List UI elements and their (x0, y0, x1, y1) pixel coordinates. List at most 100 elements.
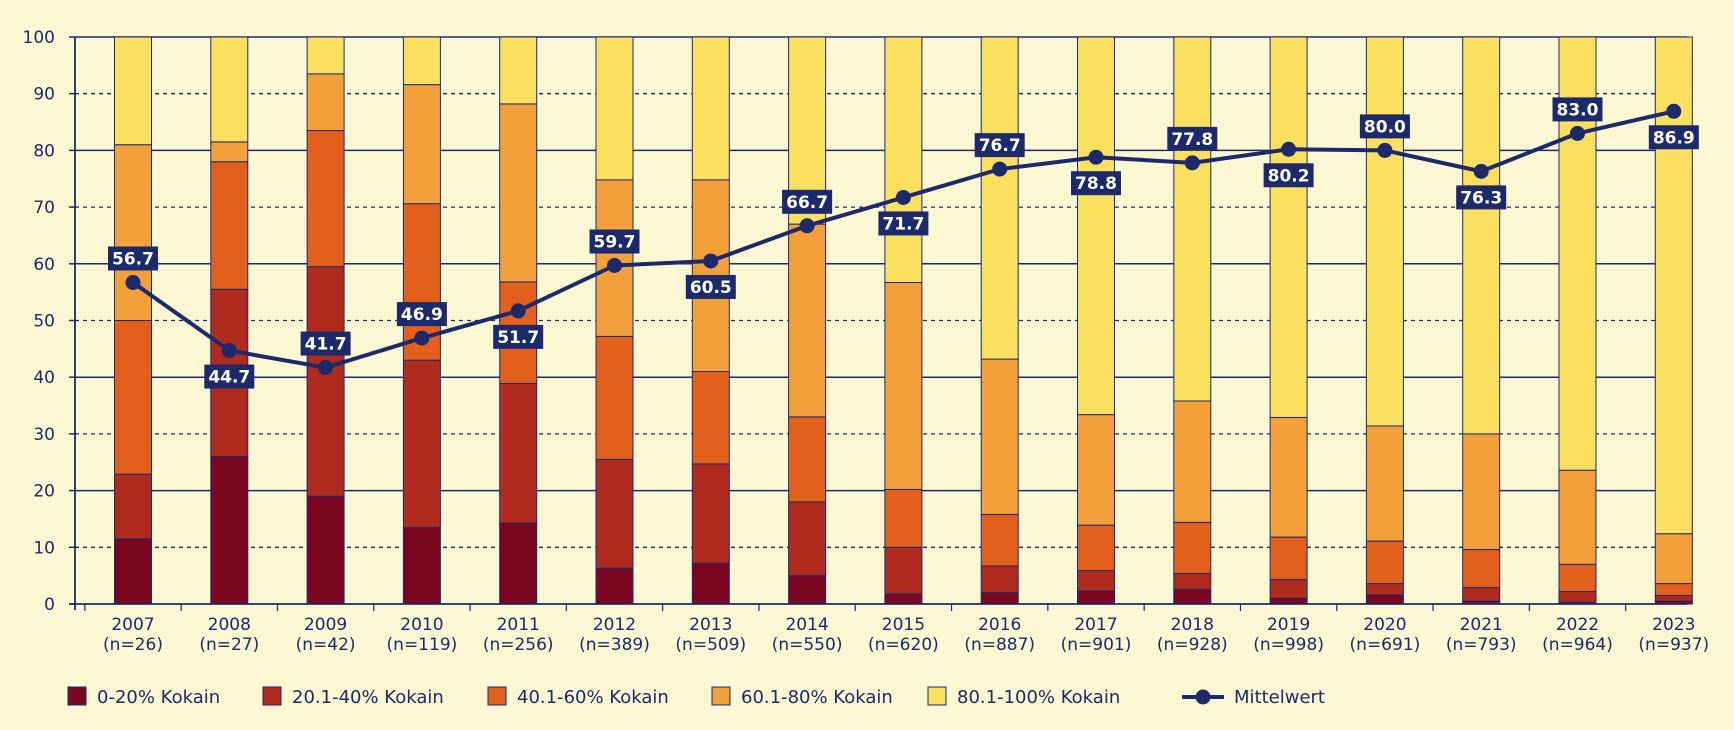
y-tick-label: 60 (33, 255, 55, 275)
bar-segment (306, 130, 345, 268)
bar-segment (1558, 563, 1597, 593)
legend-swatch (711, 686, 731, 706)
mean-point (414, 330, 430, 346)
x-tick-label-year: 2009 (304, 615, 347, 635)
mean-data-label: 46.9 (401, 305, 443, 325)
bar-segment (595, 335, 634, 460)
mean-label-box (1552, 97, 1603, 122)
y-tick-label: 50 (33, 312, 55, 332)
x-tick-label-n: (n=964) (1542, 635, 1613, 655)
mean-label-box (878, 211, 929, 236)
bar-segment (1077, 570, 1115, 592)
x-tick-label-n: (n=27) (199, 635, 259, 655)
bar-segment (1654, 583, 1693, 596)
x-tick-label-n: (n=389) (579, 635, 650, 655)
mean-point (1377, 142, 1393, 158)
x-tick-label-n: (n=901) (1061, 635, 1132, 655)
bar-segment (1462, 587, 1501, 602)
mean-data-label: 83.0 (1557, 100, 1599, 120)
bar-segment (788, 223, 827, 418)
mean-data-label: 80.2 (1268, 166, 1310, 186)
mean-data-label: 78.8 (1075, 174, 1117, 194)
bar-segment (1173, 521, 1212, 574)
bar-segment (499, 382, 538, 524)
bar-segment (884, 546, 923, 595)
y-tick-label: 30 (33, 425, 55, 445)
bar-segment (1173, 572, 1212, 590)
bar-segment (788, 501, 827, 577)
x-tick-label-n: (n=509) (675, 635, 746, 655)
mean-point (895, 189, 911, 205)
mean-label-box (396, 302, 447, 327)
bar-segment (499, 36, 538, 105)
y-tick-label: 40 (33, 368, 55, 388)
bar-segment (691, 562, 730, 605)
bar-segment (1365, 583, 1404, 596)
x-tick-label-n: (n=998) (1253, 635, 1324, 655)
mean-label-box (493, 324, 544, 349)
bar-segment (1269, 579, 1308, 599)
x-tick-label-year: 2021 (1460, 615, 1503, 635)
x-tick-label-n: (n=620) (868, 635, 939, 655)
mean-label-box (974, 133, 1025, 158)
bar-segment (1654, 533, 1693, 585)
mean-label-box (1456, 185, 1507, 210)
mean-label-box (1263, 163, 1314, 188)
bar-segment (691, 371, 730, 465)
mean-data-label: 41.7 (305, 335, 347, 355)
x-tick-label-n: (n=887) (964, 635, 1035, 655)
bar-segment (691, 36, 730, 181)
mean-point (703, 253, 719, 269)
mean-data-label: 59.7 (594, 233, 636, 253)
bar-segment (788, 575, 827, 605)
legend-label: 80.1-100% Kokain (957, 687, 1120, 708)
bar-segment (980, 513, 1019, 567)
mean-data-label: 51.7 (497, 328, 539, 348)
bar-segment (114, 473, 152, 540)
x-tick-label-n: (n=937) (1638, 635, 1709, 655)
mean-data-label: 77.8 (1171, 130, 1213, 150)
mean-label-box (685, 274, 736, 299)
mean-point (318, 360, 334, 376)
x-tick-label-year: 2013 (689, 615, 732, 635)
bar-segment (1173, 400, 1212, 523)
legend-swatch (487, 686, 507, 706)
mean-point (1281, 141, 1297, 157)
bar-segment (1365, 36, 1404, 427)
mean-label-box (589, 229, 640, 254)
legend-label: 60.1-80% Kokain (741, 687, 893, 708)
y-tick-label: 0 (44, 595, 55, 615)
mean-point (1666, 103, 1682, 119)
mean-label-box (782, 189, 833, 214)
bar-segment (114, 36, 152, 146)
mean-data-label: 80.0 (1364, 117, 1406, 137)
mean-label-box (204, 364, 255, 389)
mean-data-label: 76.3 (1460, 188, 1502, 208)
bar-segment (1077, 414, 1115, 526)
bar-segment (1365, 425, 1404, 542)
legend-label: 0-20% Kokain (97, 687, 220, 708)
x-tick-label-n: (n=26) (103, 635, 163, 655)
mean-point (799, 218, 815, 234)
bar-segment (210, 141, 249, 163)
mean-point (1570, 125, 1585, 141)
y-tick-label: 100 (23, 28, 55, 48)
mean-label-box (300, 331, 351, 356)
bar-segment (691, 463, 730, 564)
bar-segment (1462, 549, 1501, 589)
bar-segment (1077, 36, 1115, 416)
bar-segment (1654, 36, 1693, 535)
x-tick-label-n: (n=42) (296, 635, 356, 655)
mean-label-box (1648, 125, 1699, 150)
bar-segment (499, 103, 538, 283)
y-tick-label: 10 (33, 538, 55, 558)
bar-segment (884, 593, 923, 605)
bar-segment (1462, 433, 1501, 551)
bar-segment (595, 458, 634, 569)
x-tick-label-n: (n=691) (1350, 635, 1421, 655)
bar-segment (306, 73, 345, 132)
bar-segment (1558, 591, 1597, 603)
axes: 01020304050607080901002007(n=26)2008(n=2… (23, 28, 1710, 655)
bar-segment (980, 358, 1019, 515)
mean-point (510, 303, 526, 319)
